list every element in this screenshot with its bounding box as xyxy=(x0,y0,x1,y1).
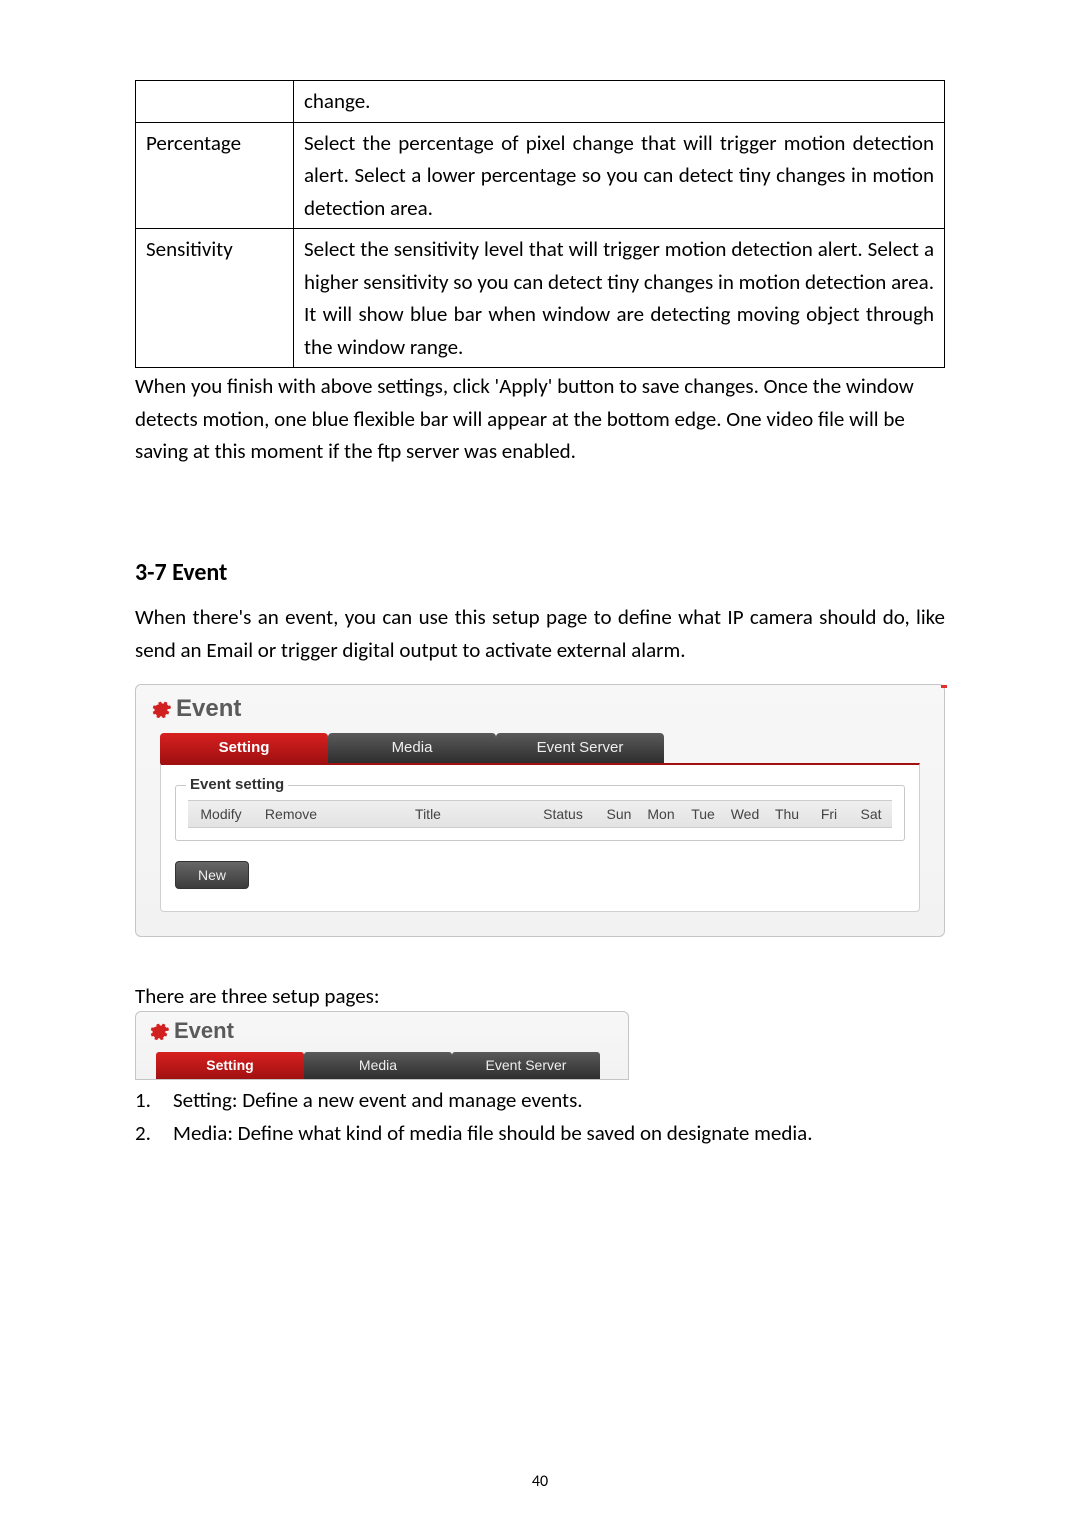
tab-panel: Event setting Modify Remove Title Status… xyxy=(160,763,920,912)
table-header: Modify Remove Title Status Sun Mon Tue W… xyxy=(188,800,892,828)
ordered-list: 1. Setting: Define a new event and manag… xyxy=(135,1084,945,1149)
table-row: Sensitivity Select the sensitivity level… xyxy=(136,229,945,368)
list-number: 1. xyxy=(135,1084,173,1117)
panel-title-row: Event xyxy=(136,1012,628,1052)
list-number: 2. xyxy=(135,1117,173,1150)
list-item: 1. Setting: Define a new event and manag… xyxy=(135,1084,945,1117)
panel-title: Event xyxy=(174,1018,234,1044)
panel-title: Event xyxy=(176,695,241,723)
col-mon: Mon xyxy=(640,801,682,827)
tab-setting[interactable]: Setting xyxy=(160,733,328,763)
col-thu: Thu xyxy=(766,801,808,827)
section-heading: 3-7 Event xyxy=(135,558,945,587)
col-fri: Fri xyxy=(808,801,850,827)
col-remove: Remove xyxy=(254,801,328,827)
col-sat: Sat xyxy=(850,801,892,827)
col-status: Status xyxy=(528,801,598,827)
cell-desc: change. xyxy=(294,81,945,123)
paragraph: There are three setup pages: xyxy=(135,983,945,1009)
tab-setting[interactable]: Setting xyxy=(156,1052,304,1079)
settings-table: change. Percentage Select the percentage… xyxy=(135,80,945,368)
tab-media[interactable]: Media xyxy=(304,1052,452,1079)
panel-title-row: Event xyxy=(136,687,944,733)
gear-icon xyxy=(150,698,172,720)
event-panel: Event Setting Media Event Server Event s… xyxy=(135,684,945,937)
col-title: Title xyxy=(328,801,528,827)
paragraph: When there's an event, you can use this … xyxy=(135,601,945,666)
col-sun: Sun xyxy=(598,801,640,827)
event-setting-fieldset: Event setting Modify Remove Title Status… xyxy=(175,785,905,841)
tab-row: Setting Media Event Server xyxy=(136,1052,628,1079)
fieldset-legend: Event setting xyxy=(186,776,288,793)
table-row: change. xyxy=(136,81,945,123)
col-modify: Modify xyxy=(188,801,254,827)
tab-event-server[interactable]: Event Server xyxy=(496,733,664,763)
new-button[interactable]: New xyxy=(175,861,249,889)
table-row: Percentage Select the percentage of pixe… xyxy=(136,122,945,229)
list-text: Setting: Define a new event and manage e… xyxy=(173,1084,583,1117)
list-item: 2. Media: Define what kind of media file… xyxy=(135,1117,945,1150)
cell-label: Percentage xyxy=(136,122,294,229)
page-number: 40 xyxy=(0,1472,1080,1491)
cell-desc: Select the percentage of pixel change th… xyxy=(294,122,945,229)
tab-media[interactable]: Media xyxy=(328,733,496,763)
list-text: Media: Define what kind of media file sh… xyxy=(173,1117,813,1150)
col-tue: Tue xyxy=(682,801,724,827)
tab-row: Setting Media Event Server xyxy=(136,733,944,763)
cell-label: Sensitivity xyxy=(136,229,294,368)
cell-desc: Select the sensitivity level that will t… xyxy=(294,229,945,368)
col-wed: Wed xyxy=(724,801,766,827)
paragraph: When you finish with above settings, cli… xyxy=(135,370,945,468)
gear-icon xyxy=(148,1020,170,1042)
tab-event-server[interactable]: Event Server xyxy=(452,1052,600,1079)
cell-label xyxy=(136,81,294,123)
event-panel-small: Event Setting Media Event Server xyxy=(135,1011,629,1080)
